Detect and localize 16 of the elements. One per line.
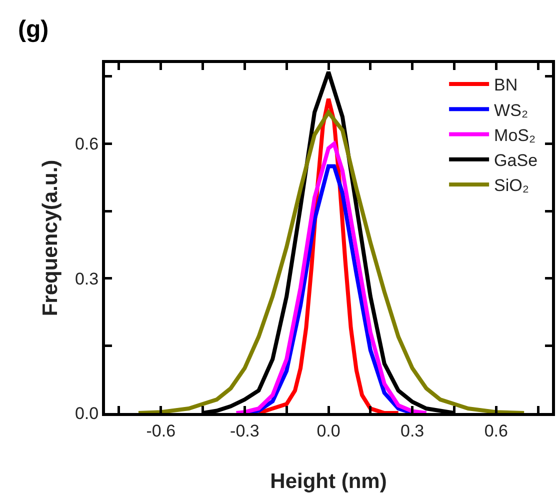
y-tick-label: 0.3 xyxy=(74,269,99,288)
x-tick-label: 0.0 xyxy=(316,421,340,440)
chart-title: (g) xyxy=(18,16,49,43)
legend-label: MoS₂ xyxy=(494,126,536,145)
legend-label: SiO₂ xyxy=(494,176,530,196)
x-tick-label: 0.6 xyxy=(484,421,508,440)
x-tick-label: -0.6 xyxy=(146,421,176,440)
y-axis-title: Frequency(a.u.) xyxy=(39,160,62,316)
legend-label: WS₂ xyxy=(494,100,528,120)
x-axis-title: Height (nm) xyxy=(270,470,387,493)
x-tick-label: 0.3 xyxy=(400,421,424,440)
y-tick-label: 0.6 xyxy=(74,134,99,154)
legend-label: BN xyxy=(494,76,518,95)
y-tick-label: 0.0 xyxy=(74,404,99,423)
legend-label: GaSe xyxy=(494,150,538,170)
x-tick-label: -0.3 xyxy=(230,421,260,440)
